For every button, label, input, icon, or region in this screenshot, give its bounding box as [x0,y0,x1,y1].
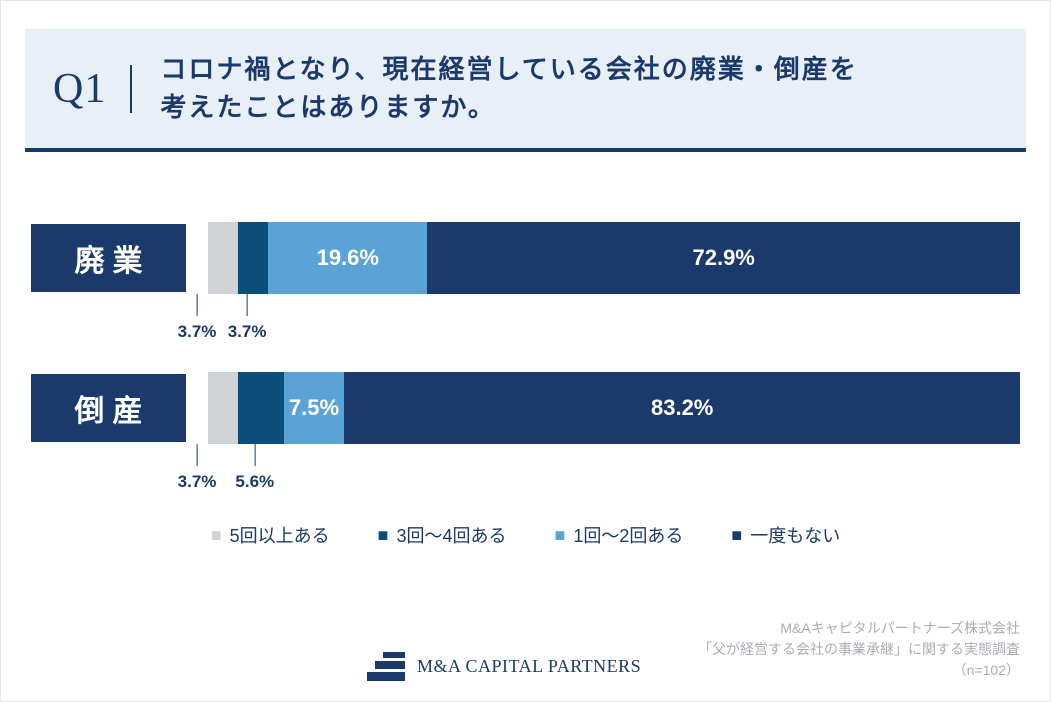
legend-label: 1回～2回ある [573,522,683,548]
stacked-bar: 3.7%3.7% 19.6% 72.9% [208,222,1020,294]
segment-value: 7.5% [289,395,339,421]
credit-line1: M&Aキャピタルパートナーズ株式会社 [698,618,1020,639]
question-line2: 考えたことはありますか。 [160,92,495,122]
segment-value: 83.2% [651,395,713,421]
logo-text: M&A CAPITAL PARTNERS [417,656,641,677]
segment-callout: 3.7% [228,294,267,342]
legend-label: 一度もない [750,522,840,548]
segment-callout: 3.7% [178,444,217,492]
chart-row: 廃業 3.7%3.7% 19.6% 72.9% [31,222,1020,294]
chart-row: 倒産 3.7%5.6%7.5% 83.2% [31,372,1020,444]
legend-item: ■ 一度もない [731,522,840,548]
company-logo: M&A CAPITAL PARTNERS [371,652,641,681]
credit-line3: （n=102） [698,660,1020,681]
footer: M&A CAPITAL PARTNERS M&Aキャピタルパートナーズ株式会社 … [1,618,1050,681]
bar-segment: 3.7% [208,372,238,444]
category-label: 倒産 [31,374,186,442]
stacked-bar: 3.7%5.6%7.5% 83.2% [208,372,1020,444]
legend-item: ■ 5回以上ある [211,522,330,548]
logo-mark-icon [371,652,405,681]
bar-segment: 5.6% [238,372,283,444]
category-label: 廃業 [31,224,186,292]
segment-value: 19.6% [317,245,379,271]
legend-swatch-icon: ■ [731,525,742,546]
legend-swatch-icon: ■ [211,525,222,546]
legend-swatch-icon: ■ [555,525,566,546]
bar-segment: 19.6% [268,222,427,294]
question-header: Q1 コロナ禍となり、現在経営している会社の廃業・倒産を 考えたことはありますか… [25,29,1026,152]
chart-area: 廃業3.7%3.7%19.6%72.9%倒産3.7%5.6%7.5%83.2% [31,222,1020,444]
source-credit: M&Aキャピタルパートナーズ株式会社 「父が経営する会社の事業承継」に関する実態… [698,618,1020,681]
legend-item: ■ 3回～4回ある [378,522,507,548]
bar-segment: 72.9% [427,222,1020,294]
question-number: Q1 [53,65,132,113]
legend-label: 5回以上ある [230,522,330,548]
bar-segment: 3.7% [238,222,268,294]
legend-swatch-icon: ■ [378,525,389,546]
question-text: コロナ禍となり、現在経営している会社の廃業・倒産を 考えたことはありますか。 [132,51,857,126]
bar-segment: 83.2% [344,372,1020,444]
question-line1: コロナ禍となり、現在経営している会社の廃業・倒産を [160,54,857,84]
segment-value: 72.9% [692,245,754,271]
bar-segment: 7.5% [284,372,345,444]
segment-callout: 5.6% [235,444,274,492]
credit-line2: 「父が経営する会社の事業承継」に関する実態調査 [698,639,1020,660]
bar-segment: 3.7% [208,222,238,294]
segment-callout: 3.7% [178,294,217,342]
legend-label: 3回～4回ある [396,522,506,548]
legend-item: ■ 1回～2回ある [555,522,684,548]
legend: ■ 5回以上ある ■ 3回～4回ある ■ 1回～2回ある ■ 一度もない [1,522,1050,548]
